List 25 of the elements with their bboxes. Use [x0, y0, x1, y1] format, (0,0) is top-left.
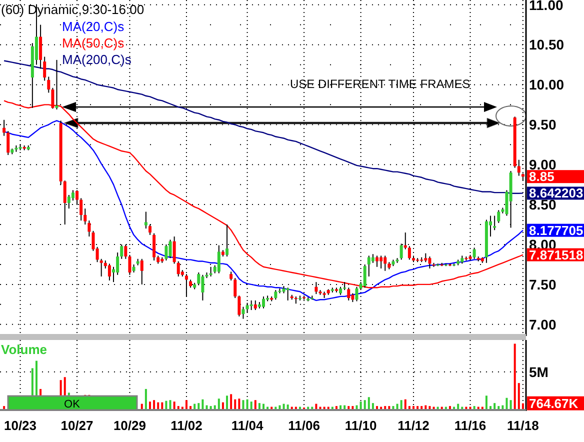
y-tick-label: 7.50 [529, 276, 556, 292]
x-tick-label: 10/23 [4, 418, 37, 433]
y-tick-label: 9.50 [529, 116, 556, 133]
x-tick-label: 11/16 [454, 418, 486, 433]
x-tick-label: 11/04 [231, 418, 264, 433]
x-tick-label: 11/18 [507, 418, 539, 433]
text: MA(50,C)s [62, 36, 125, 50]
y-tick-label: 7.00 [529, 316, 556, 332]
x-tick-label: 10/29 [113, 418, 146, 433]
text: MA(20,C)s [62, 19, 125, 34]
series-label: MA(200,C)s [62, 52, 132, 67]
text: 764.67K [529, 396, 579, 411]
data-label: 8.642203 [529, 186, 584, 201]
x-tick-label: 11/02 [170, 418, 202, 433]
y-tick-label: 5M [529, 364, 548, 380]
x-tick-label: 11/06 [288, 418, 320, 433]
x-tick-label: 10/27 [60, 418, 94, 433]
x-tick-label: 11/10 [344, 418, 377, 433]
annotation: USE DIFFERENT TIME FRAMES [290, 77, 470, 91]
y-tick-label: 10.50 [529, 36, 564, 53]
x-tick-label: 11/12 [398, 418, 430, 433]
y-tick-label: 10.00 [529, 76, 564, 93]
chart-title: Volume [1, 342, 47, 357]
data-label: 8.177705 [529, 222, 584, 238]
y-tick-label: 11.00 [529, 0, 564, 13]
